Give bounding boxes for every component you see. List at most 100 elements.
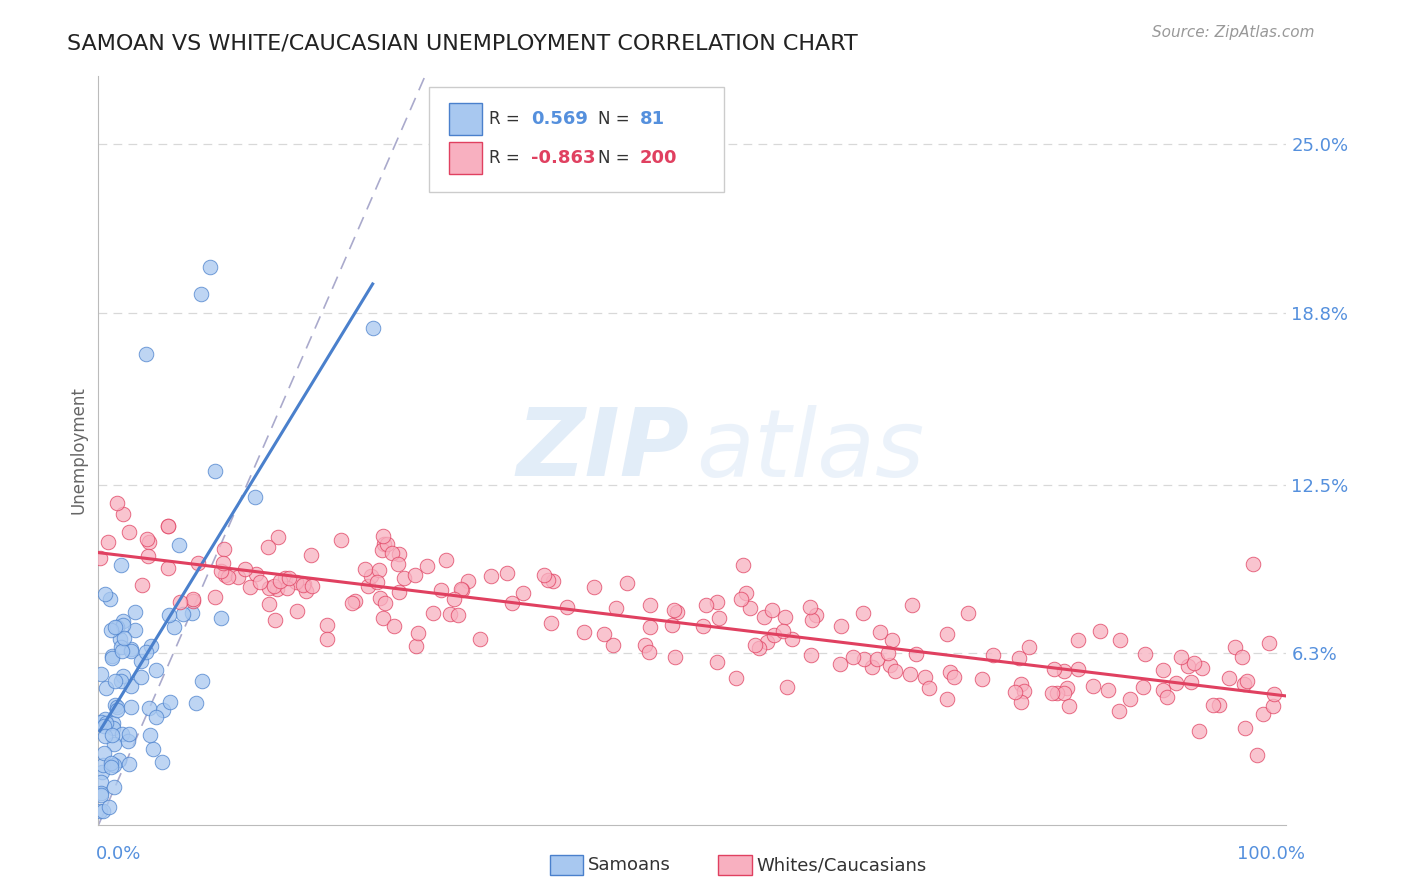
Point: [356, 578, 378, 592]
Point: [330, 533, 353, 548]
Point: [120, 679, 142, 693]
Point: [869, 624, 891, 639]
Point: [361, 321, 384, 335]
Point: [104, 620, 127, 634]
Point: [145, 663, 167, 677]
Point: [804, 607, 827, 622]
Point: [112, 631, 135, 645]
Point: [375, 537, 398, 551]
Point: [190, 286, 212, 301]
Point: [744, 638, 766, 652]
Text: R =: R =: [489, 149, 520, 167]
Point: [93, 712, 115, 726]
Point: [103, 737, 125, 751]
Point: [731, 558, 754, 573]
Point: [131, 578, 153, 592]
Point: [294, 583, 316, 598]
Point: [103, 758, 125, 772]
Point: [97, 799, 120, 814]
Point: [555, 599, 578, 614]
Point: [96, 681, 118, 695]
Point: [735, 585, 758, 599]
Point: [139, 728, 162, 742]
Point: [479, 568, 502, 582]
Point: [184, 696, 207, 710]
Point: [616, 576, 638, 591]
Point: [111, 669, 134, 683]
Point: [408, 626, 430, 640]
Point: [245, 567, 267, 582]
Point: [90, 788, 112, 802]
Point: [138, 701, 160, 715]
Point: [1043, 662, 1066, 676]
Point: [724, 672, 747, 686]
Point: [159, 695, 181, 709]
Point: [1010, 695, 1032, 709]
Point: [110, 673, 132, 688]
Point: [388, 547, 411, 561]
Text: ZIP: ZIP: [516, 404, 689, 497]
Text: SAMOAN VS WHITE/CAUCASIAN UNEMPLOYMENT CORRELATION CHART: SAMOAN VS WHITE/CAUCASIAN UNEMPLOYMENT C…: [67, 34, 858, 54]
Point: [374, 596, 396, 610]
Point: [1263, 687, 1285, 701]
Point: [496, 566, 519, 581]
Point: [101, 728, 124, 742]
Point: [828, 657, 851, 672]
Point: [638, 598, 661, 612]
Point: [139, 639, 162, 653]
Point: [880, 632, 903, 647]
Point: [301, 579, 323, 593]
Point: [89, 550, 111, 565]
Point: [266, 582, 288, 597]
Point: [110, 640, 132, 654]
Point: [112, 614, 135, 628]
Point: [117, 727, 139, 741]
Point: [315, 617, 337, 632]
Point: [422, 606, 444, 620]
Point: [1263, 699, 1285, 714]
Point: [800, 613, 823, 627]
Point: [111, 644, 134, 658]
Point: [772, 624, 794, 638]
Point: [366, 575, 388, 590]
Point: [136, 549, 159, 564]
Point: [662, 603, 685, 617]
Point: [706, 595, 728, 609]
Point: [1208, 698, 1230, 713]
Point: [187, 556, 209, 570]
Point: [382, 619, 405, 633]
Point: [879, 657, 901, 672]
Point: [942, 670, 965, 684]
Point: [1042, 686, 1064, 700]
Point: [150, 756, 173, 770]
Point: [900, 666, 922, 681]
Point: [108, 632, 131, 647]
Text: N =: N =: [598, 149, 628, 167]
Point: [101, 721, 124, 735]
Point: [1253, 707, 1275, 722]
Point: [105, 700, 128, 714]
Point: [204, 464, 226, 478]
Point: [217, 570, 239, 584]
Point: [593, 627, 616, 641]
Text: 0.569: 0.569: [531, 110, 588, 128]
Point: [443, 591, 465, 606]
Point: [198, 260, 221, 274]
Point: [264, 614, 287, 628]
Text: R =: R =: [489, 110, 520, 128]
Point: [1053, 686, 1076, 700]
Point: [1232, 677, 1254, 691]
Point: [800, 648, 823, 662]
Point: [404, 568, 426, 582]
Text: 100.0%: 100.0%: [1237, 845, 1305, 863]
Point: [755, 634, 778, 648]
Point: [763, 628, 786, 642]
Point: [1225, 640, 1247, 654]
Point: [152, 703, 174, 717]
Point: [104, 674, 127, 689]
Point: [172, 607, 194, 621]
Point: [1257, 635, 1279, 649]
Point: [1119, 692, 1142, 706]
Point: [181, 592, 204, 607]
Point: [776, 680, 799, 694]
